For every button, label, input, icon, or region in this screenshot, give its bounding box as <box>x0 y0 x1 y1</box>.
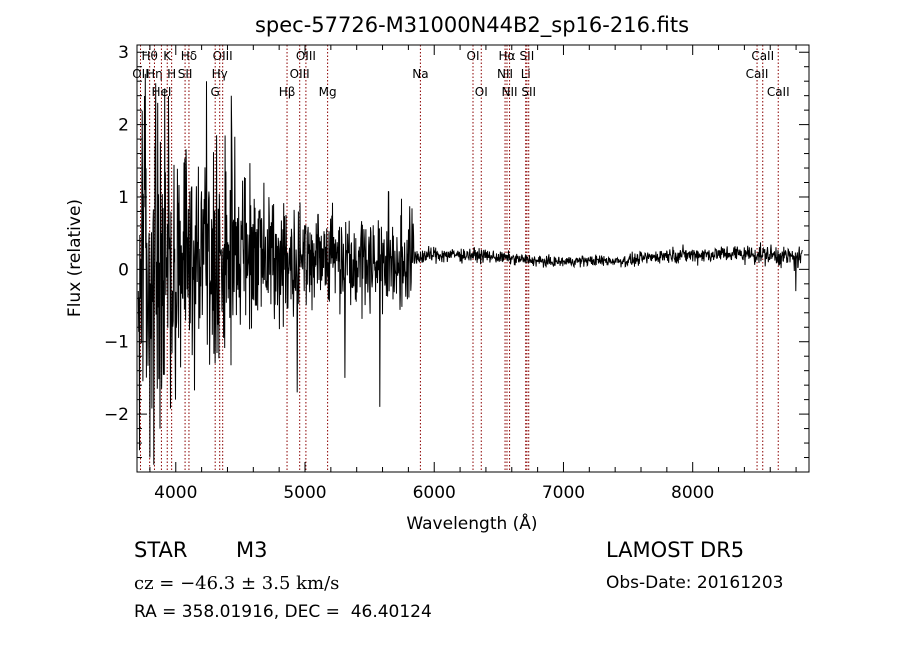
axis-ticks: 4000 5000 6000 7000 8000 −2 −1 0 1 2 3 <box>104 43 809 503</box>
line-label: Hη <box>146 67 163 81</box>
line-label: K <box>163 49 172 63</box>
line-label: SII <box>178 67 193 81</box>
object-subclass: M3 <box>236 538 268 562</box>
emission-line-markers: OII Hθ HηK HeI H Hδ SII OIII Hγ G Hβ OIII OIII Mg Na OI… <box>132 45 790 472</box>
redshift-cz: cz = −46.3 ± 3.5 km/s <box>134 573 340 594</box>
line-label: OIII <box>213 49 233 63</box>
observation-date: Obs-Date: 20161203 <box>606 573 784 593</box>
line-label: SII <box>521 85 536 99</box>
line-label: HeI <box>151 85 171 99</box>
line-label: G <box>211 85 220 99</box>
survey-name: LAMOST DR5 <box>606 538 745 562</box>
line-label: Hδ <box>181 49 197 63</box>
line-label: Hβ <box>279 85 296 99</box>
object-class: STAR <box>134 538 188 562</box>
y-tick-label: −1 <box>104 333 129 353</box>
x-axis-label: Wavelength (Å) <box>406 512 537 534</box>
line-label: CaII <box>746 67 769 81</box>
x-tick-label: 7000 <box>542 483 585 503</box>
y-tick-label: 3 <box>118 43 129 63</box>
y-tick-label: 0 <box>118 260 129 280</box>
plot-frame <box>136 44 810 473</box>
line-label: NII <box>502 85 518 99</box>
line-label: SII <box>520 49 535 63</box>
x-tick-label: 8000 <box>671 483 714 503</box>
line-label: CaII <box>767 85 790 99</box>
y-tick-label: −2 <box>104 405 129 425</box>
line-label: OI <box>467 49 480 63</box>
x-tick-label: 5000 <box>283 483 326 503</box>
x-tick-label: 6000 <box>413 483 456 503</box>
line-label: Hθ <box>141 49 157 63</box>
y-tick-label: 2 <box>118 116 129 136</box>
line-label: Na <box>412 67 428 81</box>
line-label: H <box>167 67 176 81</box>
line-label: Mg <box>319 85 337 99</box>
line-label: Hγ <box>212 67 228 81</box>
line-label: Hα <box>499 49 516 63</box>
line-label: OIII <box>290 67 310 81</box>
x-tick-label: 4000 <box>154 483 197 503</box>
ra-dec-coordinates: RA = 358.01916, DEC = 46.40124 <box>134 602 432 622</box>
spectrum-line <box>137 73 803 465</box>
line-label: NII <box>497 67 513 81</box>
y-axis-label: Flux (relative) <box>65 199 85 317</box>
chart-title: spec-57726-M31000N44B2_sp16-216.fits <box>255 13 689 38</box>
spectrum-series <box>137 73 803 465</box>
line-label: OI <box>475 85 488 99</box>
line-label: Li <box>521 67 531 81</box>
line-label: CaII <box>751 49 774 63</box>
line-label: OIII <box>296 49 316 63</box>
line-label: OII <box>132 67 149 81</box>
y-tick-label: 1 <box>118 188 129 208</box>
